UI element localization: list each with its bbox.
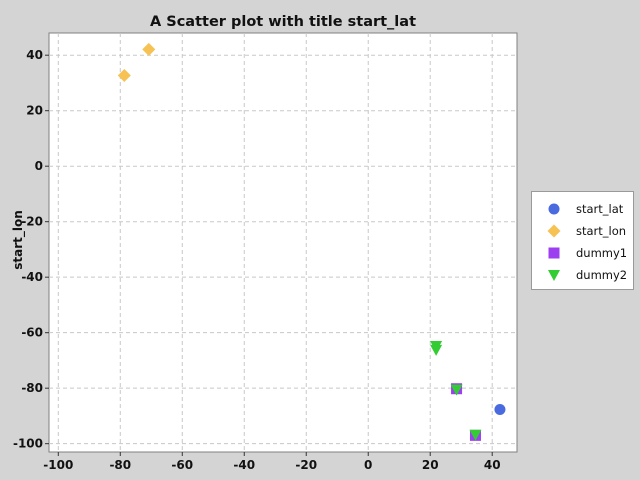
axes: -100 -80 -60 -40 -20 0 20 40 -100 -80 -60 -40 -20 0 20… — [13, 48, 501, 472]
y-tick-label: -60 — [21, 326, 43, 340]
x-tick-label: 40 — [484, 458, 501, 472]
legend-marker-triangle-down — [548, 270, 560, 281]
legend: start_lat start_lon dummy1 dummy2 — [531, 191, 634, 290]
plot-area — [48, 32, 518, 453]
x-tick-label: -100 — [43, 458, 73, 472]
legend-item-start_lat: start_lat — [532, 198, 633, 220]
y-tick-label: 40 — [26, 48, 43, 62]
y-tick-label: -20 — [21, 215, 43, 229]
data-point-start_lon — [142, 42, 156, 56]
y-tick-label: 20 — [26, 104, 43, 118]
legend-item-dummy2: dummy2 — [532, 264, 633, 286]
data-point-dummy2 — [450, 384, 463, 396]
y-tick-label: -100 — [13, 437, 43, 451]
legend-swatch — [532, 223, 576, 239]
chart-title: A Scatter plot with title start_lat — [150, 14, 416, 30]
data-points — [117, 42, 506, 441]
x-tick-label: 20 — [422, 458, 439, 472]
legend-item-start_lon: start_lon — [532, 220, 633, 242]
legend-marker-diamond — [547, 224, 561, 238]
legend-label: dummy1 — [576, 246, 628, 260]
x-tick-label: -20 — [295, 458, 317, 472]
legend-marker-circle — [548, 203, 560, 215]
data-point-start_lat — [494, 404, 506, 416]
legend-marker-square — [548, 247, 560, 259]
y-tick-label: 0 — [35, 159, 43, 173]
y-tick-label: -80 — [21, 381, 43, 395]
legend-swatch — [532, 201, 576, 217]
legend-label: dummy2 — [576, 268, 628, 282]
grid-lines — [49, 33, 517, 452]
legend-label: start_lon — [576, 224, 627, 238]
legend-swatch — [532, 245, 576, 261]
data-point-dummy2 — [469, 429, 482, 441]
x-tick-label: -60 — [171, 458, 193, 472]
x-tick-label: 0 — [364, 458, 372, 472]
data-point-start_lon — [117, 68, 131, 82]
x-tick-label: -40 — [233, 458, 255, 472]
y-axis-label: start_lon — [11, 210, 25, 270]
legend-label: start_lat — [576, 202, 624, 216]
data-point-dummy2 — [430, 344, 443, 356]
legend-swatch — [532, 267, 576, 283]
y-tick-label: -40 — [21, 270, 43, 284]
legend-item-dummy1: dummy1 — [532, 242, 633, 264]
x-tick-label: -80 — [109, 458, 131, 472]
